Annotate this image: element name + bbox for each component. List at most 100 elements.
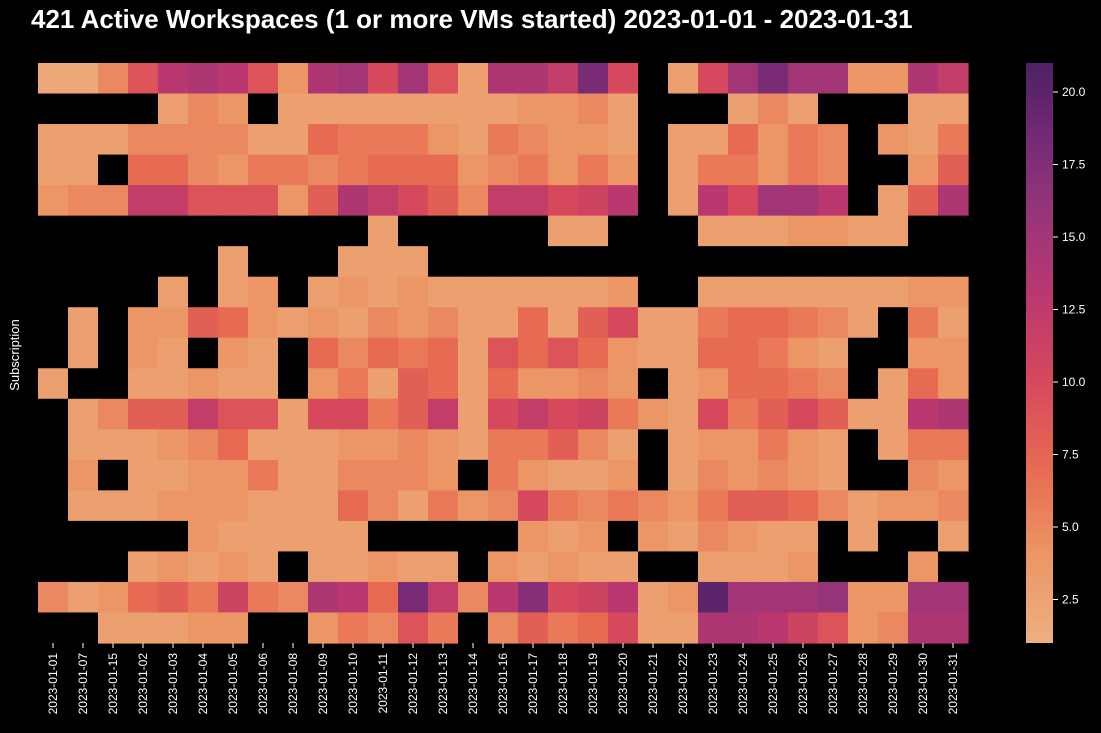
heatmap-cell <box>788 185 819 217</box>
heatmap-cell <box>38 307 69 339</box>
heatmap-cell <box>368 459 399 491</box>
heatmap-cell <box>218 551 249 583</box>
heatmap-cell <box>308 581 339 614</box>
heatmap-cell <box>278 368 309 400</box>
heatmap-cell <box>128 398 159 430</box>
heatmap-cell <box>548 459 579 491</box>
heatmap-cell <box>788 93 819 125</box>
heatmap-cell <box>278 612 309 644</box>
heatmap-cell <box>38 368 69 400</box>
heatmap-cell <box>518 398 549 430</box>
heatmap-cell <box>278 551 309 583</box>
heatmap-cell <box>338 215 369 247</box>
heatmap-cell <box>848 398 879 430</box>
heatmap-cell <box>668 154 699 186</box>
heatmap-cell <box>818 551 849 583</box>
heatmap-cell <box>638 368 669 400</box>
heatmap-cell <box>248 307 279 339</box>
heatmap-cell <box>398 398 429 430</box>
heatmap-cell <box>518 612 549 644</box>
heatmap-cell <box>38 612 69 644</box>
heatmap-cell <box>68 307 99 339</box>
heatmap-cell <box>698 93 729 125</box>
x-tick-label: 2023-01-31 <box>946 653 960 715</box>
heatmap-cell <box>578 520 609 553</box>
heatmap-cell <box>728 581 759 614</box>
heatmap-cell <box>608 490 639 522</box>
heatmap-cell <box>878 490 909 522</box>
heatmap-cell <box>728 551 759 583</box>
heatmap-cell <box>578 215 609 247</box>
heatmap-cell <box>788 520 819 553</box>
heatmap-cell <box>848 246 879 278</box>
heatmap-cell <box>788 63 819 95</box>
heatmap-cell <box>248 368 279 400</box>
heatmap-cell <box>788 398 819 430</box>
heatmap-cell <box>158 429 189 461</box>
heatmap-cell <box>98 215 129 247</box>
heatmap-cell <box>548 520 579 553</box>
heatmap-cell <box>848 215 879 247</box>
colorbar-tick-labels: 2.5 5.0 7.5 10.0 12.5 15.0 17.5 20.0 <box>1053 85 1086 607</box>
heatmap-cell <box>848 368 879 400</box>
heatmap-cell <box>278 520 309 553</box>
heatmap-cell <box>818 307 849 339</box>
heatmap-cell <box>638 185 669 217</box>
heatmap-cell <box>98 93 129 125</box>
heatmap-cell <box>218 612 249 644</box>
heatmap-cell <box>908 429 939 461</box>
heatmap-cell <box>638 63 669 95</box>
heatmap-cell <box>428 185 459 217</box>
heatmap-cell <box>458 154 489 186</box>
heatmap-cell <box>548 276 579 308</box>
heatmap-cell <box>548 307 579 339</box>
heatmap-cell <box>308 459 339 491</box>
heatmap-cell <box>188 551 219 583</box>
heatmap-cell <box>548 490 579 522</box>
heatmap-cell <box>338 307 369 339</box>
heatmap-cell <box>578 154 609 186</box>
heatmap-cell <box>818 185 849 217</box>
heatmap-cell <box>548 63 579 95</box>
x-tick-label: 2023-01-05 <box>226 653 240 715</box>
heatmap-cell <box>68 185 99 217</box>
heatmap-cell <box>218 63 249 95</box>
x-tick-label: 2023-01-29 <box>886 653 900 715</box>
heatmap-cell <box>458 398 489 430</box>
heatmap-cell <box>488 93 519 125</box>
heatmap-cell <box>608 154 639 186</box>
heatmap-cell <box>788 246 819 278</box>
heatmap-cell <box>128 612 159 644</box>
heatmap-cell <box>698 215 729 247</box>
heatmap-cell <box>458 368 489 400</box>
heatmap-cell <box>608 185 639 217</box>
heatmap-cell <box>668 124 699 156</box>
heatmap-cell <box>668 246 699 278</box>
heatmap-cell <box>488 398 519 430</box>
heatmap-cell <box>368 276 399 308</box>
heatmap-cell <box>908 612 939 644</box>
x-tick-label: 2023-01-16 <box>496 653 510 715</box>
heatmap-cell <box>488 124 519 156</box>
heatmap-cell <box>458 63 489 95</box>
heatmap-cell <box>398 551 429 583</box>
heatmap-cell <box>668 276 699 308</box>
heatmap-cell <box>698 368 729 400</box>
heatmap-cell <box>68 93 99 125</box>
heatmap-cell <box>428 612 459 644</box>
heatmap-cell <box>908 398 939 430</box>
heatmap-cell <box>758 246 789 278</box>
heatmap-cell <box>488 551 519 583</box>
heatmap-cell <box>728 154 759 186</box>
heatmap-cell <box>248 490 279 522</box>
heatmap-cell <box>308 398 339 430</box>
heatmap-cell <box>728 459 759 491</box>
x-tick-label: 2023-01-13 <box>436 653 450 715</box>
heatmap-cell <box>398 520 429 553</box>
heatmap-cell <box>848 581 879 614</box>
x-tick-label: 2023-01-11 <box>376 653 390 714</box>
heatmap-cell <box>698 612 729 644</box>
heatmap-cell <box>98 276 129 308</box>
heatmap-cell <box>398 490 429 522</box>
heatmap-cell <box>488 368 519 400</box>
